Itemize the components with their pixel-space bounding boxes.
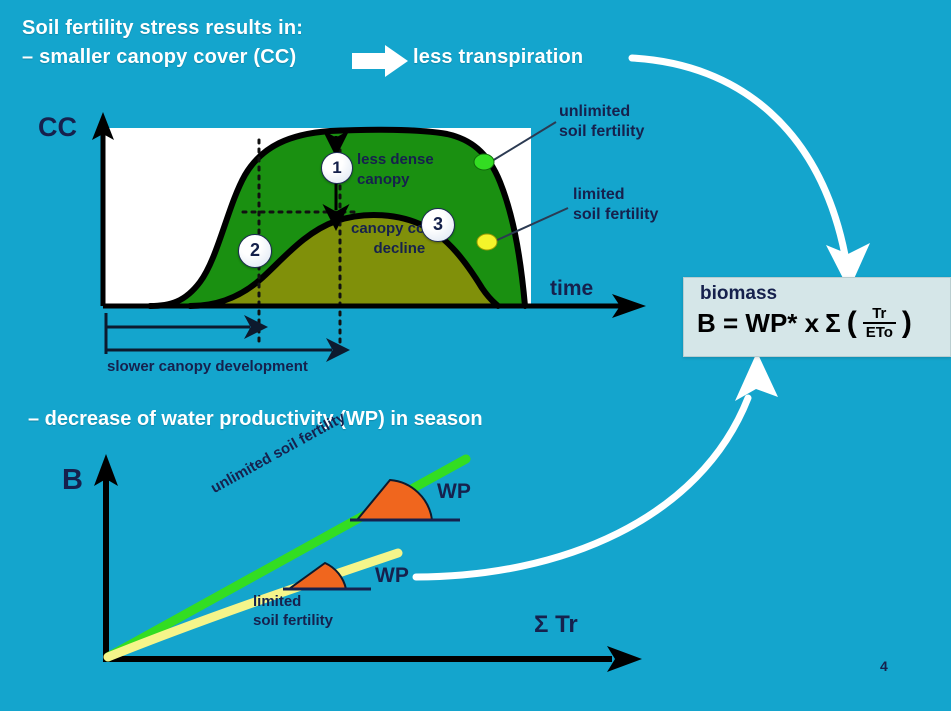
white-arrow-bottom-head <box>735 352 778 401</box>
biomass-eq-numerator: Tr <box>872 305 887 322</box>
wp-axis-label-x: Σ Tr <box>534 611 578 638</box>
white-arrow-bottom <box>412 394 752 581</box>
biomass-title: biomass <box>700 283 778 304</box>
header-line-2-after-arrow: less transpiration <box>413 46 584 68</box>
callout-unlimited-line1: unlimited <box>559 103 631 120</box>
annotation-3-line2: decline <box>373 240 426 257</box>
wp-series-label-limited-line2: soil fertility <box>253 612 334 629</box>
annotation-1-label: less dense canopy <box>357 150 434 190</box>
wp-wedge-unlimited <box>354 478 434 521</box>
cc-curve-limited-line <box>187 211 501 309</box>
wp-line-limited <box>103 548 403 662</box>
cc-bracket-label: slower canopy development <box>107 358 308 375</box>
callout-limited-soil-fertility: limited soil fertility <box>573 185 658 225</box>
subheader-text: – decrease of water productivity (WP) in… <box>28 408 483 430</box>
annotation-marker-1: 1 <box>321 152 353 184</box>
slide-number: 4 <box>880 658 888 674</box>
cc-y-axis-arrowhead <box>92 112 114 140</box>
callout-limited-line1: limited <box>573 186 625 203</box>
cc-axis-label-x: time <box>550 277 594 300</box>
wp-series-label-limited-line1: limited <box>253 593 302 610</box>
biomass-eq-paren-open: ( <box>846 306 857 339</box>
callout-unlimited-line2: soil fertility <box>559 123 645 140</box>
cc-axis-label-y: CC <box>38 112 77 142</box>
biomass-eq-denominator: ETo <box>862 322 896 340</box>
wp-axis-label-y: B <box>62 464 83 496</box>
annotation-marker-3: 3 <box>421 208 455 242</box>
wp-series-label-limited: limited soil fertility <box>253 592 333 630</box>
annotation-marker-2: 2 <box>238 234 272 268</box>
callout-leader-unlimited <box>491 121 557 162</box>
biomass-eq-fraction: Tr ETo <box>862 305 896 340</box>
block-arrow-right-icon <box>352 45 408 77</box>
cc-dot-unlimited <box>473 153 495 171</box>
biomass-eq-sigma: Σ <box>825 307 841 338</box>
annotation-1-line1: less dense <box>357 151 434 168</box>
white-arrow-top <box>628 54 849 259</box>
callout-unlimited-soil-fertility: unlimited soil fertility <box>559 102 644 142</box>
wp-wedge-label-limited: WP <box>375 564 409 587</box>
wp-x-axis-arrowhead <box>607 646 642 672</box>
cc-x-axis-arrowhead <box>612 294 646 318</box>
wp-wedge-limited <box>285 561 348 590</box>
wp-wedge-label-unlimited: WP <box>437 480 471 503</box>
callout-limited-line2: soil fertility <box>573 206 659 223</box>
callout-leader-limited <box>494 207 569 242</box>
annotation-1-line2: canopy <box>357 171 410 188</box>
white-arrow-top-head <box>826 243 870 290</box>
cc-curve-limited-area <box>103 214 498 306</box>
biomass-eq-lhs: B = WP* x <box>697 307 820 338</box>
wp-y-axis-arrowhead <box>94 454 118 486</box>
cc-dot-limited <box>476 233 498 251</box>
header-line-1: Soil fertility stress results in: <box>22 17 304 39</box>
biomass-equation: B = WP* x Σ ( Tr ETo ) <box>697 306 912 340</box>
header-line-2-before-arrow: – smaller canopy cover (CC) <box>22 46 297 68</box>
biomass-eq-paren-close: ) <box>901 306 912 339</box>
